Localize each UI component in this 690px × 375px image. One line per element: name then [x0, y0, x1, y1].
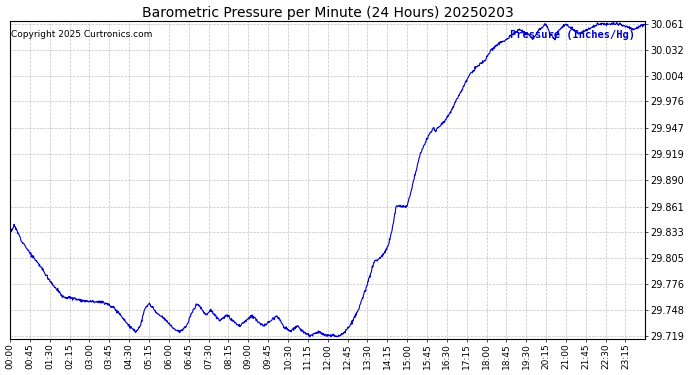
- Title: Barometric Pressure per Minute (24 Hours) 20250203: Barometric Pressure per Minute (24 Hours…: [141, 6, 513, 20]
- Text: Pressure (Inches/Hg): Pressure (Inches/Hg): [511, 30, 635, 40]
- Text: Copyright 2025 Curtronics.com: Copyright 2025 Curtronics.com: [11, 30, 152, 39]
